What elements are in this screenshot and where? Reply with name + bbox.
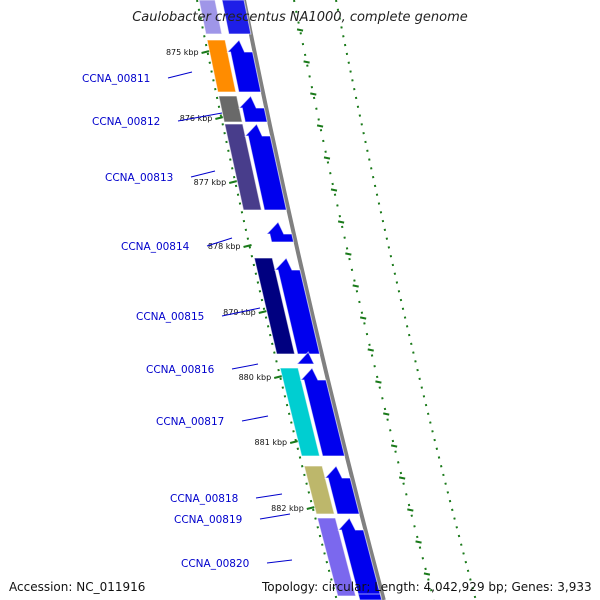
- kbp-tick-label: 882 kbp: [271, 504, 304, 513]
- gene-label-CCNA_00816: CCNA_00816: [146, 364, 215, 376]
- gene-label-leader: [241, 415, 269, 422]
- cog-feature-CCNA_00812: [218, 95, 243, 123]
- kbp-tick: [228, 180, 238, 184]
- genome-summary-text: Topology: circular; Length: 4,042,929 bp…: [262, 580, 592, 594]
- kbp-tick-label: 876 kbp: [180, 114, 213, 123]
- ring-tick: [423, 572, 431, 576]
- ring-tick: [337, 220, 345, 224]
- ring-tick: [359, 316, 367, 320]
- kbp-tick-label: 880 kbp: [239, 373, 272, 382]
- ring-tick: [407, 508, 414, 512]
- gene-label-CCNA_00815: CCNA_00815: [136, 311, 204, 323]
- kbp-tick-label: 878 kbp: [208, 242, 241, 251]
- kbp-tick: [289, 440, 299, 444]
- gene-label-leader: [221, 307, 261, 317]
- cog-feature-CCNA_00813: [224, 123, 263, 211]
- accession-text: Accession: NC_011916: [9, 580, 146, 594]
- gene-label-leader: [255, 493, 283, 499]
- cds-forward-CCNA_00813: [244, 123, 288, 211]
- gene-label-leader: [206, 237, 233, 247]
- gene-label-leader: [259, 513, 291, 520]
- gene-label-CCNA_00819: CCNA_00819: [174, 514, 242, 526]
- gene-label-CCNA_00817: CCNA_00817: [156, 416, 224, 428]
- cds-forward-CCNA_00818: [324, 465, 360, 515]
- kbp-tick-label: 877 kbp: [194, 178, 227, 187]
- cds-forward-CCNA_00814: [265, 221, 295, 243]
- cds-forward-CCNA_00816: [295, 351, 323, 365]
- gene-label-CCNA_00820: CCNA_00820: [181, 558, 249, 570]
- gene-label-CCNA_00812: CCNA_00812: [92, 116, 160, 128]
- gene-label-leader: [177, 112, 223, 122]
- ring-tick: [383, 412, 390, 416]
- ring-tick: [367, 348, 374, 352]
- ring-tick: [303, 60, 310, 64]
- cds-forward-CCNA_00812: [238, 95, 268, 123]
- ring-tick: [330, 188, 338, 192]
- gene-label-CCNA_00811: CCNA_00811: [82, 73, 150, 85]
- gene-label-leader: [167, 71, 193, 79]
- kbp-tick: [306, 506, 316, 510]
- kbp-tick-label: 875 kbp: [166, 48, 199, 57]
- ring-tick: [415, 540, 422, 544]
- dotted-guide-line: [196, 0, 338, 600]
- kbp-tick: [243, 244, 252, 248]
- gene-label-leader: [231, 363, 259, 370]
- kbp-tick: [273, 375, 283, 379]
- ring-tick: [316, 124, 324, 128]
- ring-tick: [345, 252, 352, 256]
- cds-forward-top: [221, 0, 252, 35]
- gene-label-CCNA_00818: CCNA_00818: [170, 493, 238, 505]
- cog-feature-CCNA_00815: [253, 257, 296, 355]
- ring-tick: [390, 444, 398, 448]
- gene-label-CCNA_00814: CCNA_00814: [121, 241, 190, 253]
- ring-tick: [398, 476, 406, 480]
- kbp-tick: [201, 50, 210, 54]
- gene-label-leader: [190, 170, 216, 178]
- cds-forward-CCNA_00811: [226, 39, 262, 93]
- ring-tick: [323, 156, 331, 160]
- gene-label-CCNA_00813: CCNA_00813: [105, 172, 173, 184]
- gene-label-leader: [266, 559, 293, 564]
- cog-feature-top: [198, 0, 223, 35]
- cog-feature-CCNA_00811: [206, 39, 237, 93]
- cds-forward-CCNA_00817: [299, 367, 346, 457]
- ring-tick: [352, 284, 359, 288]
- cog-feature-CCNA_00817: [279, 367, 321, 457]
- backbone-line: [242, 0, 386, 600]
- cog-feature-CCNA_00820: [316, 517, 357, 597]
- cog-feature-CCNA_00818: [303, 465, 335, 515]
- kbp-tick: [215, 116, 224, 120]
- kbp-tick-label: 881 kbp: [255, 438, 288, 447]
- map-title: Caulobacter crescentus NA1000, complete …: [132, 10, 468, 25]
- ring-tick: [310, 92, 317, 96]
- dotted-guide-line: [335, 0, 477, 600]
- ring-tick: [296, 28, 304, 32]
- ring-tick: [375, 380, 382, 384]
- kbp-tick: [258, 310, 267, 314]
- cds-forward-bottom: [357, 593, 383, 600]
